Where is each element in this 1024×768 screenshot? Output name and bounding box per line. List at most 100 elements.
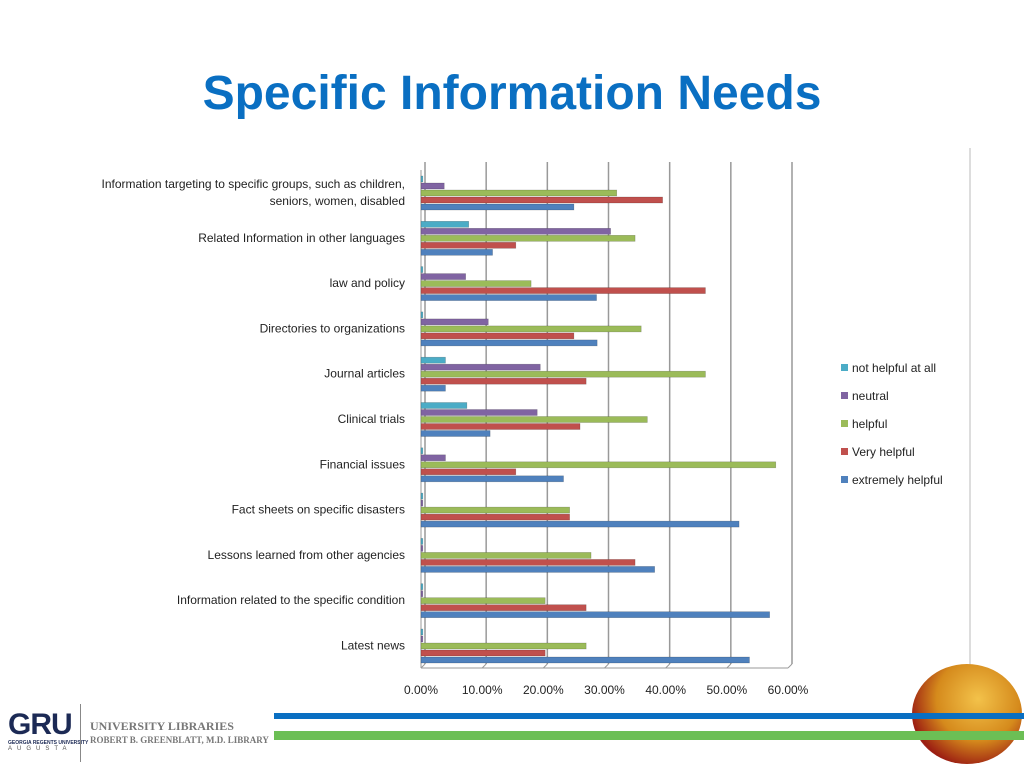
bar-not-helpful-at-all [420,175,424,183]
gridline-floor [726,663,732,669]
bar-very-helpful [420,242,517,249]
library-name: UNIVERSITY LIBRARIES [90,719,234,733]
bar-helpful [420,235,636,242]
bar-helpful [420,461,777,469]
bar-extremely-helpful [420,249,493,256]
bar-not-helpful-at-all [420,266,424,273]
y-category-label: Clinical trials [338,412,405,426]
gridline-floor [787,663,793,669]
bar-not-helpful-at-all [420,492,424,500]
bar-very-helpful [420,559,636,566]
x-tick-label: 10.00% [462,683,503,697]
bar-not-helpful-at-all [420,538,424,545]
bar-very-helpful [420,604,587,612]
library-subname: ROBERT B. GREENBLATT, M.D. LIBRARY [90,735,269,745]
bar-neutral [420,545,424,552]
bar-neutral [420,499,424,507]
bar-extremely-helpful [420,203,575,211]
bar-very-helpful [420,513,570,521]
legend-swatch [841,364,848,371]
legend-entry: extremely helpful [852,473,943,487]
bar-very-helpful [420,649,546,657]
y-category-label: law and policy [330,276,405,290]
bar-extremely-helpful [420,384,446,392]
bar-helpful [420,642,587,650]
bar-not-helpful-at-all [420,311,424,319]
bar-neutral [420,363,541,371]
x-tick-label: 30.00% [584,683,625,697]
bar-neutral [420,273,466,280]
gru-logo-subtitle: GEORGIA REGENTS UNIVERSITY [8,740,89,746]
legend-entry: not helpful at all [852,361,936,375]
y-category-label: seniors, women, disabled [270,194,405,208]
gridline-floor [420,663,426,669]
legend-entry: Very helpful [852,445,915,459]
bar-helpful [420,325,642,333]
blue-stripe [274,713,1024,719]
gridline-floor [604,663,609,669]
bar-helpful [420,506,570,514]
y-category-label: Information related to the specific cond… [177,593,405,607]
legend-swatch [841,392,848,399]
bar-helpful [420,552,592,559]
y-category-label: Journal articles [324,367,405,381]
bar-neutral [420,590,424,598]
bar-helpful [420,189,618,197]
legend-swatch [841,476,848,483]
gru-logo-text: GRU [8,708,73,741]
bar-extremely-helpful [420,611,770,619]
bar-very-helpful [420,196,663,204]
bar-helpful [420,280,532,287]
y-category-label: Directories to organizations [260,321,405,335]
gru-logo-city: AUGUSTA [8,746,72,752]
legend-swatch [841,448,848,455]
bar-helpful [420,370,706,378]
x-tick-label: 40.00% [645,683,686,697]
bar-extremely-helpful [420,475,564,483]
bar-very-helpful [420,332,575,340]
bar-very-helpful [420,287,706,294]
bar-not-helpful-at-all [420,402,468,409]
legend-swatch [841,420,848,427]
bar-not-helpful-at-all [420,356,446,364]
bar-not-helpful-at-all [420,628,424,636]
y-category-label: Related Information in other languages [198,231,405,245]
bar-neutral [420,318,489,326]
bar-not-helpful-at-all [420,447,424,455]
x-tick-label: 0.00% [404,683,438,697]
gridline-floor [481,663,487,669]
bar-helpful [420,416,648,423]
gridline-floor [542,663,548,669]
y-category-label: Lessons learned from other agencies [208,548,405,562]
green-stripe [274,731,1024,740]
bar-not-helpful-at-all [420,583,424,591]
x-tick-label: 50.00% [706,683,747,697]
gru-logo: GRU GEORGIA REGENTS UNIVERSITY AUGUSTA [8,708,89,753]
bar-chart: 0.00% 10.00% 20.00% 30.00% 40.00% 50.00% 60.00… [102,148,971,700]
y-category-label: Fact sheets on specific disasters [232,503,405,517]
bar-extremely-helpful [420,430,491,437]
bar-neutral [420,182,445,190]
bar-extremely-helpful [420,566,655,573]
y-category-label: Information targeting to specific groups… [102,177,406,191]
gridline-floor [665,663,671,669]
slide-title: Specific Information Needs [202,67,822,120]
x-tick-label: 60.00% [768,683,809,697]
bar-very-helpful [420,468,517,476]
y-category-label: Financial issues [320,457,405,471]
bar-extremely-helpful [420,520,740,528]
bar-neutral [420,409,538,416]
bar-very-helpful [420,377,587,385]
legend-entry: neutral [852,389,889,403]
bar-extremely-helpful [420,339,598,347]
bar-neutral [420,635,424,643]
x-tick-label: 20.00% [523,683,564,697]
bar-extremely-helpful [420,294,597,301]
bar-neutral [420,228,611,235]
footer-divider [80,704,81,762]
bar-very-helpful [420,423,581,430]
legend-entry: helpful [852,417,887,431]
bar-neutral [420,454,446,462]
bar-not-helpful-at-all [420,221,470,228]
bar-helpful [420,597,546,605]
